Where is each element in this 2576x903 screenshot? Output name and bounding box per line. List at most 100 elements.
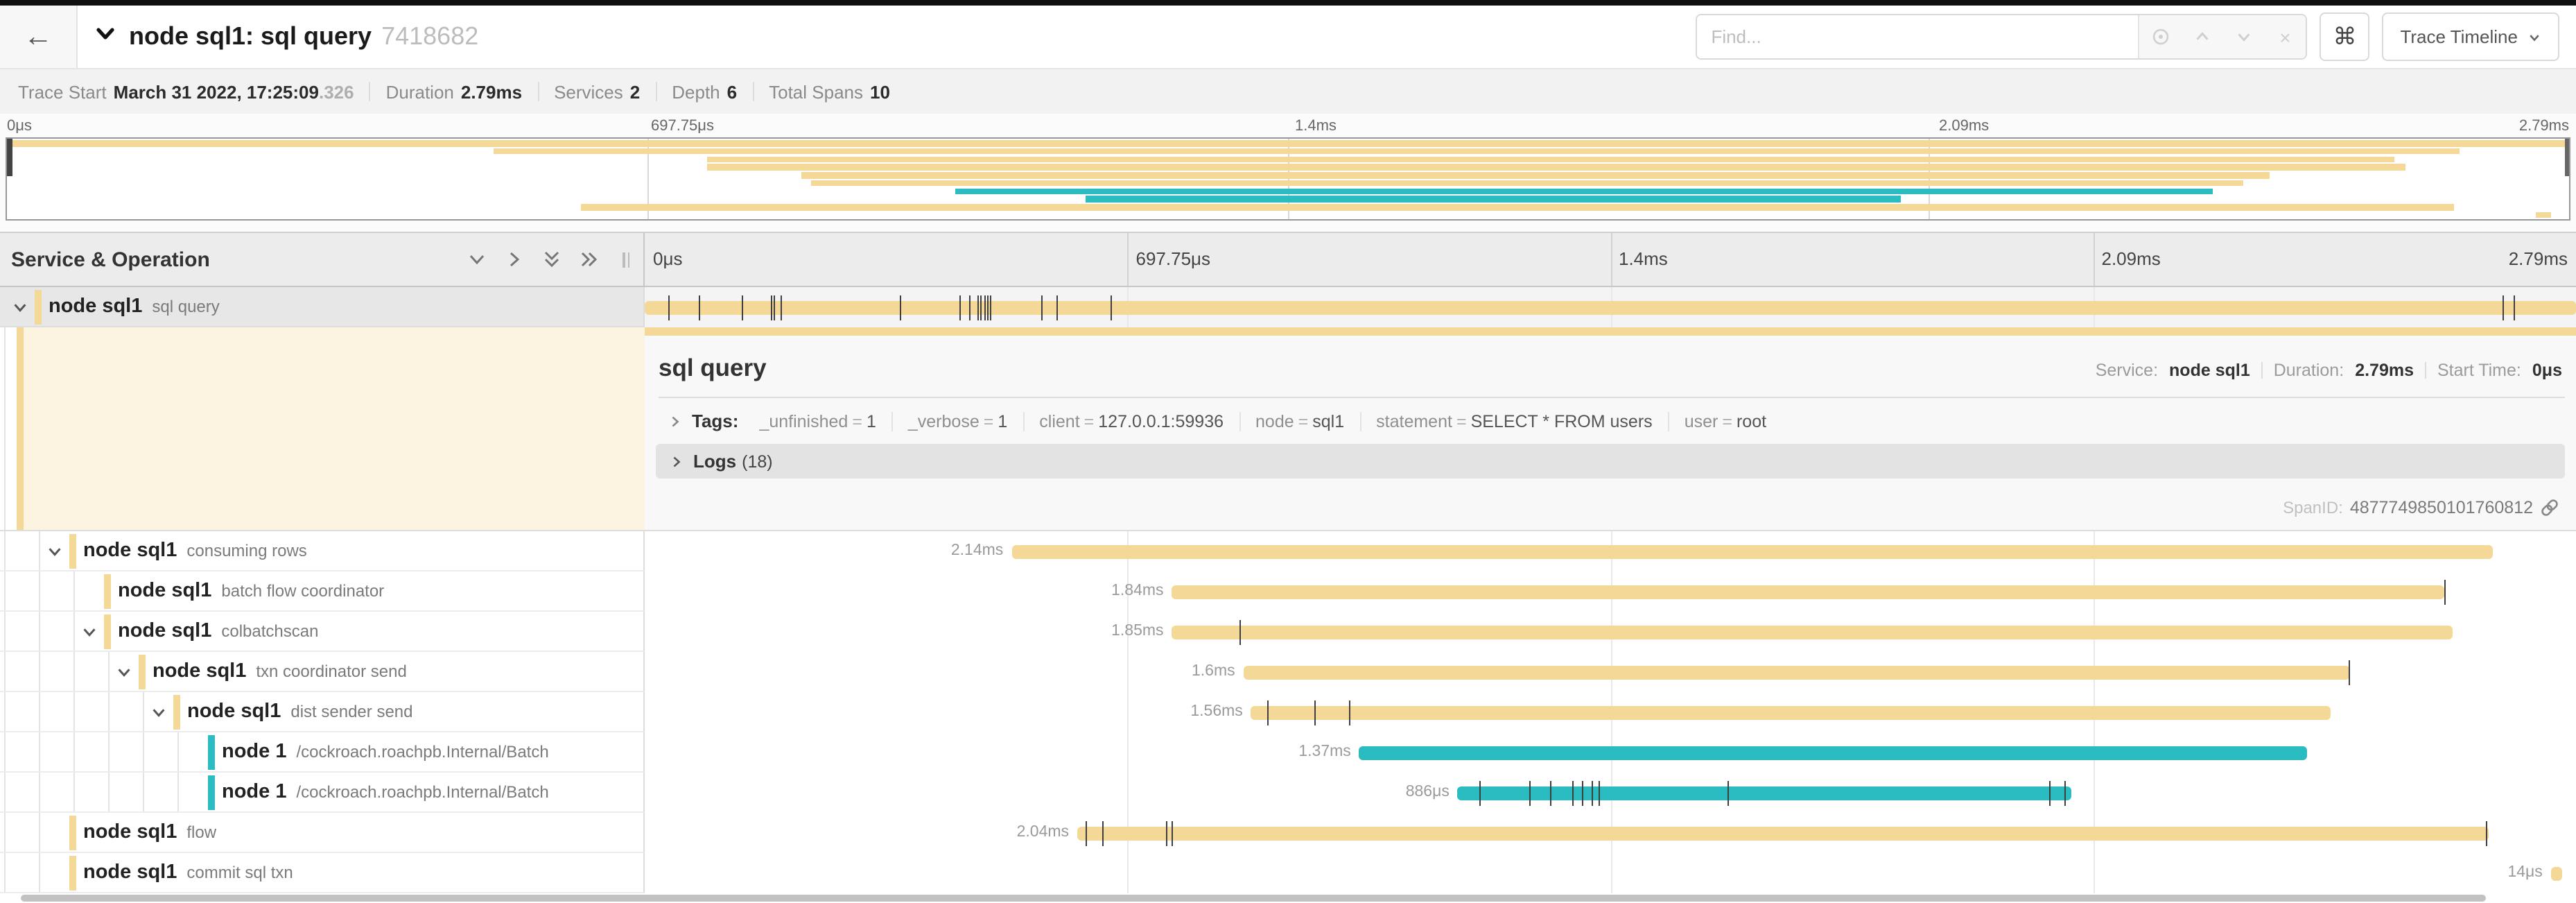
prev-match-icon[interactable] — [2181, 15, 2222, 58]
expand-one-chevron-right-icon[interactable] — [505, 250, 524, 269]
span-log-marker[interactable] — [1529, 780, 1531, 805]
span-bar[interactable] — [1077, 826, 2489, 840]
span-log-marker[interactable] — [1172, 820, 1174, 845]
collapse-span-chevron-down-icon[interactable] — [11, 298, 29, 316]
span-name-cell[interactable]: node sql1 txn coordinator send — [0, 652, 645, 692]
span-bar-cell[interactable]: 1.37ms — [645, 732, 2576, 773]
deep-link-icon[interactable] — [2540, 498, 2559, 517]
collapse-span-chevron-down-icon[interactable] — [46, 542, 64, 560]
span-log-marker[interactable] — [1550, 780, 1552, 805]
tags-accordion[interactable]: Tags: _unfinished = 1 _verbose = 1 client = 127.… — [645, 411, 2576, 431]
find-input[interactable] — [1697, 15, 2139, 58]
span-name-cell[interactable]: node sql1 consuming rows — [0, 531, 645, 571]
span-log-marker[interactable] — [1479, 780, 1481, 805]
span-bar-cell[interactable]: 886μs — [645, 773, 2576, 813]
span-log-marker[interactable] — [980, 295, 982, 320]
span-log-marker[interactable] — [1166, 820, 1168, 845]
span-log-marker[interactable] — [990, 295, 992, 320]
span-log-marker[interactable] — [1102, 820, 1104, 845]
tag-item[interactable]: node = sql1 — [1240, 411, 1361, 431]
tag-item[interactable]: _verbose = 1 — [893, 411, 1025, 431]
span-bar[interactable] — [1243, 665, 2351, 679]
span-log-marker[interactable] — [899, 295, 901, 320]
back-button[interactable]: ← — [0, 6, 78, 68]
span-log-marker[interactable] — [780, 295, 781, 320]
span-bar-cell[interactable]: 1.84ms — [645, 571, 2576, 612]
span-log-marker[interactable] — [1239, 619, 1242, 644]
span-name-cell[interactable]: node 1/cockroach.roachpb.Internal/Batch — [0, 732, 645, 773]
expand-all-double-chevron-right-icon[interactable] — [580, 250, 599, 269]
minimap-right-scrub-handle[interactable] — [2564, 139, 2569, 176]
span-name-cell[interactable]: node sql1 sql query — [0, 287, 645, 327]
focus-match-icon[interactable] — [2139, 15, 2181, 58]
tag-item[interactable]: client = 127.0.0.1:59936 — [1024, 411, 1241, 431]
span-log-marker[interactable] — [2048, 780, 2051, 805]
span-log-marker[interactable] — [1056, 295, 1058, 320]
span-log-marker[interactable] — [668, 295, 670, 320]
horizontal-scrollbar-thumb[interactable] — [21, 895, 2486, 902]
span-bar[interactable] — [1011, 544, 2494, 558]
collapse-span-chevron-down-icon[interactable] — [115, 662, 133, 680]
span-bar[interactable] — [2550, 866, 2563, 880]
span-bar[interactable] — [1172, 625, 2453, 639]
span-log-marker[interactable] — [1728, 780, 1730, 805]
span-log-marker[interactable] — [1599, 780, 1601, 805]
span-bar-cell[interactable] — [645, 287, 2576, 327]
span-bar-cell[interactable]: 2.04ms — [645, 813, 2576, 853]
span-bar-cell[interactable]: 1.85ms — [645, 612, 2576, 652]
span-log-marker[interactable] — [1267, 700, 1269, 725]
span-log-marker[interactable] — [986, 295, 989, 320]
collapse-span-chevron-down-icon[interactable] — [80, 622, 98, 640]
span-log-marker[interactable] — [1041, 295, 1043, 320]
span-bar[interactable] — [645, 300, 2576, 314]
collapse-span-chevron-down-icon[interactable] — [150, 703, 168, 721]
span-bar-cell[interactable]: 14μs — [645, 853, 2576, 893]
span-log-marker[interactable] — [977, 295, 979, 320]
span-log-marker[interactable] — [959, 295, 961, 320]
collapse-all-chevron-down-icon[interactable] — [467, 250, 487, 269]
span-log-marker[interactable] — [2348, 660, 2350, 685]
span-bar[interactable] — [1457, 786, 2072, 800]
span-bar[interactable] — [1359, 746, 2308, 759]
logs-accordion[interactable]: Logs (18) — [656, 444, 2565, 479]
collapse-all-double-chevron-down-icon[interactable] — [542, 250, 562, 269]
span-log-marker[interactable] — [699, 295, 700, 320]
span-log-marker[interactable] — [770, 295, 772, 320]
tag-item[interactable]: _unfinished = 1 — [744, 411, 893, 431]
span-name-cell[interactable]: node sql1 commit sql txn — [0, 853, 645, 893]
clear-find-icon[interactable]: × — [2279, 26, 2291, 48]
span-log-marker[interactable] — [1110, 295, 1112, 320]
span-log-marker[interactable] — [1581, 780, 1583, 805]
column-resizer-grip[interactable] — [623, 252, 629, 267]
span-log-marker[interactable] — [1314, 700, 1316, 725]
tag-item[interactable]: user = root — [1669, 411, 1782, 431]
span-log-marker[interactable] — [741, 295, 743, 320]
span-log-marker[interactable] — [2064, 780, 2066, 805]
span-bar[interactable] — [1251, 705, 2331, 719]
span-log-marker[interactable] — [1085, 820, 1087, 845]
span-log-marker[interactable] — [2444, 579, 2446, 604]
trace-title-group[interactable]: node sql1: sql query 7418682 — [94, 22, 478, 51]
span-bar-cell[interactable]: 1.6ms — [645, 652, 2576, 692]
span-log-marker[interactable] — [2485, 820, 2487, 845]
span-log-marker[interactable] — [1591, 780, 1593, 805]
keyboard-shortcuts-button[interactable]: ⌘ — [2320, 12, 2370, 61]
collapse-trace-chevron-down-icon[interactable] — [94, 22, 116, 51]
span-log-marker[interactable] — [2514, 295, 2516, 320]
span-bar[interactable] — [1172, 585, 2445, 599]
span-name-cell[interactable]: node sql1 dist sender send — [0, 692, 645, 732]
minimap-left-scrub-handle[interactable] — [7, 139, 12, 176]
span-name-cell[interactable]: node sql1 colbatchscan — [0, 612, 645, 652]
span-log-marker[interactable] — [969, 295, 971, 320]
span-log-marker[interactable] — [1572, 780, 1574, 805]
span-log-marker[interactable] — [1349, 700, 1351, 725]
span-bar-cell[interactable]: 1.56ms — [645, 692, 2576, 732]
span-bar-cell[interactable]: 2.14ms — [645, 531, 2576, 571]
span-log-marker[interactable] — [774, 295, 776, 320]
span-log-marker[interactable] — [984, 295, 986, 320]
next-match-icon[interactable] — [2222, 15, 2264, 58]
span-name-cell[interactable]: node sql1 flow — [0, 813, 645, 853]
trace-minimap[interactable] — [6, 137, 2570, 221]
span-name-cell[interactable]: node sql1 batch flow coordinator — [0, 571, 645, 612]
span-name-cell[interactable]: node 1/cockroach.roachpb.Internal/Batch — [0, 773, 645, 813]
